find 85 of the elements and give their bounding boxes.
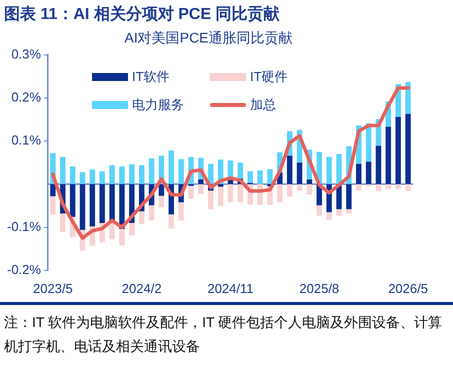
bar [316, 205, 322, 216]
y-tick-label: 0.2% [11, 90, 42, 104]
bar [286, 156, 292, 184]
bar [129, 164, 135, 184]
bar [50, 196, 56, 214]
y-tick-label: 0.1% [11, 132, 42, 148]
bar [178, 159, 184, 184]
bar [148, 158, 154, 184]
bar [366, 123, 372, 162]
bar [208, 190, 214, 210]
bar [109, 165, 115, 184]
legend-label: IT软件 [132, 68, 170, 86]
bar [158, 184, 164, 196]
y-tick-label: 0.3% [11, 46, 42, 62]
x-tick-label: 2026/5 [388, 280, 428, 296]
bar [326, 156, 332, 184]
chart-subtitle: AI对美国PCE通胀同比贡献 [124, 29, 293, 46]
bar [257, 170, 263, 184]
bar [326, 212, 332, 220]
bar [248, 171, 253, 183]
bar [376, 146, 382, 184]
bar [138, 211, 144, 224]
legend-label: 加总 [250, 96, 276, 114]
x-tick-label: 2024/11 [207, 280, 254, 296]
bar [395, 116, 401, 184]
bar [405, 82, 411, 114]
bar [198, 184, 204, 194]
bar [80, 172, 86, 184]
bar [90, 170, 96, 184]
x-tick-label: 2023/5 [33, 280, 73, 296]
bar [218, 184, 224, 187]
bar [129, 222, 135, 236]
bar [218, 186, 224, 206]
bar [395, 184, 401, 189]
bar [70, 184, 76, 217]
bar [405, 184, 411, 192]
x-tick-label: 2025/8 [299, 280, 340, 296]
bar [188, 186, 194, 199]
y-tick-label: -0.2% [6, 262, 42, 277]
bar [238, 162, 244, 179]
chart-title: 图表 11：AI 相关分项对 PCE 同比贡献 [4, 4, 280, 25]
bar [70, 166, 76, 184]
bar [119, 229, 125, 246]
bar [178, 202, 184, 220]
bar [405, 114, 411, 184]
bar [267, 169, 273, 184]
bar [168, 214, 174, 229]
bar [306, 179, 312, 184]
y-tick-label: -0.1% [6, 218, 42, 234]
bar [138, 165, 144, 184]
bar [277, 184, 283, 202]
bar [296, 162, 302, 184]
bar [386, 126, 392, 184]
bar [198, 179, 204, 184]
bar [100, 171, 105, 184]
bar [356, 184, 362, 191]
bar [346, 209, 352, 214]
bar [296, 184, 302, 191]
bar [80, 184, 86, 230]
text: 注：IT 软件为电脑软件及配件，IT 硬件包括个人电脑及外围设备、计算机打字机、电话及相关通讯设备 [4, 313, 444, 356]
bar [366, 162, 372, 184]
bar [208, 164, 214, 184]
bar [286, 184, 292, 197]
legend-label: 电力服务 [132, 96, 184, 114]
bar [168, 150, 174, 184]
bar [386, 184, 392, 189]
bar [90, 184, 96, 226]
bar [228, 184, 234, 202]
bar [376, 184, 382, 192]
bar [356, 164, 362, 184]
legend-label: IT硬件 [250, 68, 288, 86]
bar [50, 184, 56, 196]
bar [238, 184, 244, 202]
bar [100, 184, 105, 223]
bar [60, 213, 66, 232]
bar [158, 196, 164, 208]
x-tick-label: 2024/2 [122, 280, 162, 296]
bar [119, 166, 125, 184]
bar [228, 160, 234, 177]
bar [109, 184, 115, 222]
bar [148, 205, 154, 220]
bar [346, 184, 352, 210]
bar [60, 156, 66, 184]
bar [306, 184, 312, 195]
bar [336, 209, 342, 216]
